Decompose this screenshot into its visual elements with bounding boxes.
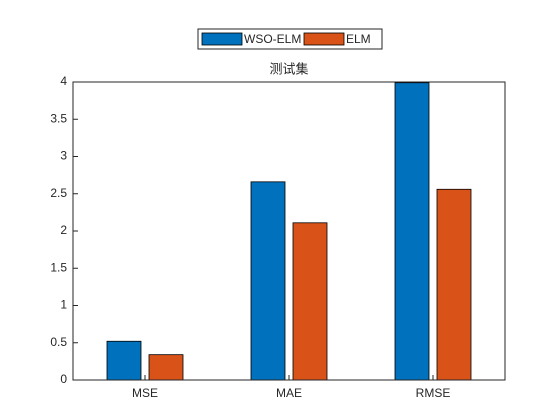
y-tick-label: 2 — [60, 223, 67, 237]
x-tick-label: RMSE — [416, 386, 451, 400]
y-tick-label: 3.5 — [50, 111, 67, 125]
y-tick-label: 0.5 — [50, 335, 67, 349]
chart-title: 测试集 — [269, 61, 308, 76]
y-tick-label: 2.5 — [50, 186, 67, 200]
y-tick-label: 4 — [60, 74, 67, 88]
legend-swatch — [201, 32, 243, 46]
axes-box — [72, 81, 506, 381]
x-tick-label: MAE — [276, 386, 302, 400]
bar — [106, 340, 142, 381]
bar — [436, 188, 472, 381]
bar — [292, 222, 328, 381]
legend-label: WSO-ELM — [244, 32, 301, 46]
y-tick-label: 1.5 — [50, 260, 67, 274]
bar — [250, 181, 286, 381]
y-tick-label: 0 — [60, 372, 67, 386]
y-tick-label: 1 — [60, 298, 67, 312]
bar — [148, 354, 184, 381]
bar — [394, 82, 430, 381]
x-tick-label: MSE — [132, 386, 158, 400]
legend-label: ELM — [346, 32, 371, 46]
y-tick-label: 3 — [60, 149, 67, 163]
legend-swatch — [303, 32, 345, 46]
